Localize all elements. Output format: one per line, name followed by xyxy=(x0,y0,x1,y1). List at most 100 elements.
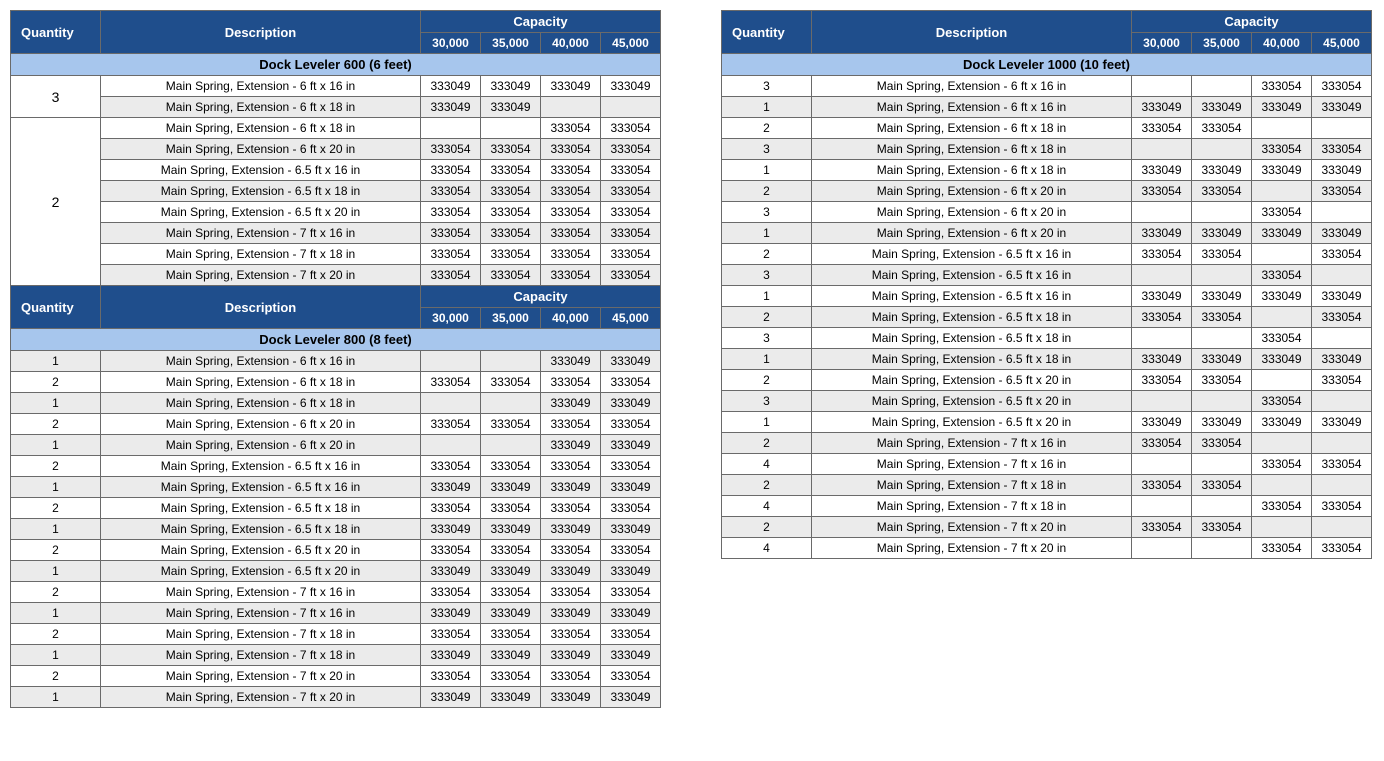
cell-quantity: 2 xyxy=(11,118,101,286)
cell-capacity: 333049 xyxy=(421,645,481,666)
section-title: Dock Leveler 800 (8 feet) xyxy=(11,329,661,351)
cell-capacity: 333054 xyxy=(481,223,541,244)
cell-description: Main Spring, Extension - 7 ft x 20 in xyxy=(101,666,421,687)
col-capacity-sub: 35,000 xyxy=(481,308,541,329)
table-row: 1Main Spring, Extension - 6 ft x 20 in33… xyxy=(722,223,1372,244)
cell-capacity: 333054 xyxy=(481,456,541,477)
cell-capacity: 333049 xyxy=(1132,286,1192,307)
cell-description: Main Spring, Extension - 7 ft x 20 in xyxy=(101,687,421,708)
cell-quantity: 2 xyxy=(11,498,101,519)
cell-capacity: 333054 xyxy=(481,160,541,181)
table-row: 2Main Spring, Extension - 6 ft x 18 in33… xyxy=(11,118,661,139)
cell-capacity: 333054 xyxy=(1312,538,1372,559)
cell-capacity: 333054 xyxy=(421,265,481,286)
cell-capacity: 333054 xyxy=(1132,181,1192,202)
col-capacity: Capacity xyxy=(1132,11,1372,33)
cell-capacity: 333054 xyxy=(601,118,661,139)
cell-capacity: 333054 xyxy=(481,540,541,561)
cell-capacity: 333054 xyxy=(481,666,541,687)
col-description: Description xyxy=(101,11,421,54)
table-row: 3Main Spring, Extension - 6.5 ft x 16 in… xyxy=(722,265,1372,286)
cell-capacity: 333054 xyxy=(601,540,661,561)
table-row: 1Main Spring, Extension - 7 ft x 16 in33… xyxy=(11,603,661,624)
table-row: 1Main Spring, Extension - 7 ft x 20 in33… xyxy=(11,687,661,708)
table-row: 3Main Spring, Extension - 6.5 ft x 20 in… xyxy=(722,391,1372,412)
cell-capacity: 333054 xyxy=(601,181,661,202)
cell-description: Main Spring, Extension - 6.5 ft x 20 in xyxy=(101,202,421,223)
table-row: 1Main Spring, Extension - 6.5 ft x 18 in… xyxy=(11,519,661,540)
cell-capacity: 333049 xyxy=(541,645,601,666)
col-capacity-sub: 35,000 xyxy=(481,33,541,54)
cell-description: Main Spring, Extension - 6 ft x 16 in xyxy=(101,76,421,97)
cell-capacity: 333049 xyxy=(1192,160,1252,181)
cell-capacity: 333054 xyxy=(541,456,601,477)
cell-capacity: 333049 xyxy=(601,351,661,372)
cell-capacity: 333049 xyxy=(1312,160,1372,181)
cell-capacity: 333054 xyxy=(481,202,541,223)
cell-capacity: 333054 xyxy=(1312,181,1372,202)
cell-capacity: 333049 xyxy=(1252,412,1312,433)
cell-description: Main Spring, Extension - 6.5 ft x 20 in xyxy=(812,391,1132,412)
cell-capacity: 333054 xyxy=(541,624,601,645)
cell-capacity: 333054 xyxy=(541,372,601,393)
cell-capacity xyxy=(1192,454,1252,475)
cell-description: Main Spring, Extension - 6.5 ft x 16 in xyxy=(101,160,421,181)
cell-description: Main Spring, Extension - 6.5 ft x 18 in xyxy=(101,498,421,519)
cell-capacity: 333054 xyxy=(481,181,541,202)
cell-capacity xyxy=(1132,454,1192,475)
cell-quantity: 1 xyxy=(722,349,812,370)
cell-capacity: 333054 xyxy=(1132,370,1192,391)
cell-capacity: 333054 xyxy=(421,540,481,561)
cell-capacity xyxy=(1192,265,1252,286)
cell-capacity: 333054 xyxy=(1312,454,1372,475)
cell-capacity: 333049 xyxy=(601,519,661,540)
cell-quantity: 2 xyxy=(722,370,812,391)
table-row: 3Main Spring, Extension - 6 ft x 20 in33… xyxy=(722,202,1372,223)
cell-capacity: 333054 xyxy=(1192,307,1252,328)
col-capacity-sub: 30,000 xyxy=(421,33,481,54)
cell-description: Main Spring, Extension - 6.5 ft x 16 in xyxy=(101,477,421,498)
cell-capacity: 333054 xyxy=(541,244,601,265)
cell-capacity: 333054 xyxy=(481,498,541,519)
table-row: Main Spring, Extension - 6.5 ft x 20 in 3… xyxy=(11,202,661,223)
cell-capacity: 333049 xyxy=(541,76,601,97)
cell-capacity xyxy=(481,351,541,372)
cell-capacity xyxy=(481,118,541,139)
col-capacity-sub: 30,000 xyxy=(1132,33,1192,54)
cell-capacity: 333054 xyxy=(541,265,601,286)
table-row: 2Main Spring, Extension - 6.5 ft x 20 in… xyxy=(11,540,661,561)
cell-capacity: 333054 xyxy=(421,160,481,181)
table-row: 1Main Spring, Extension - 6.5 ft x 16 in… xyxy=(11,477,661,498)
table-row: 2Main Spring, Extension - 6.5 ft x 16 in… xyxy=(11,456,661,477)
table-row: 3Main Spring, Extension - 6.5 ft x 18 in… xyxy=(722,328,1372,349)
cell-capacity: 333054 xyxy=(1192,118,1252,139)
cell-capacity: 333049 xyxy=(541,477,601,498)
cell-capacity: 333054 xyxy=(541,540,601,561)
cell-capacity: 333054 xyxy=(421,244,481,265)
table-row: 2Main Spring, Extension - 7 ft x 18 in33… xyxy=(11,624,661,645)
cell-capacity xyxy=(1132,265,1192,286)
cell-capacity: 333049 xyxy=(601,435,661,456)
table-row: 1Main Spring, Extension - 6 ft x 16 in33… xyxy=(11,351,661,372)
cell-capacity: 333049 xyxy=(1192,223,1252,244)
cell-quantity: 1 xyxy=(11,477,101,498)
col-capacity-sub: 45,000 xyxy=(601,33,661,54)
cell-capacity: 333054 xyxy=(601,139,661,160)
cell-description: Main Spring, Extension - 6 ft x 20 in xyxy=(812,202,1132,223)
cell-capacity xyxy=(541,97,601,118)
cell-capacity: 333049 xyxy=(421,519,481,540)
cell-description: Main Spring, Extension - 7 ft x 20 in xyxy=(812,538,1132,559)
cell-quantity: 2 xyxy=(722,181,812,202)
cell-capacity xyxy=(1252,517,1312,538)
col-description: Description xyxy=(101,286,421,329)
cell-capacity: 333049 xyxy=(1132,223,1192,244)
cell-description: Main Spring, Extension - 7 ft x 16 in xyxy=(812,454,1132,475)
cell-capacity: 333049 xyxy=(1312,286,1372,307)
table-row: 3Main Spring, Extension - 6 ft x 16 in33… xyxy=(722,76,1372,97)
cell-capacity: 333054 xyxy=(541,139,601,160)
cell-capacity: 333054 xyxy=(481,139,541,160)
cell-capacity xyxy=(481,435,541,456)
cell-capacity: 333049 xyxy=(601,603,661,624)
cell-capacity: 333054 xyxy=(601,244,661,265)
table-row: Main Spring, Extension - 7 ft x 20 in333… xyxy=(11,265,661,286)
